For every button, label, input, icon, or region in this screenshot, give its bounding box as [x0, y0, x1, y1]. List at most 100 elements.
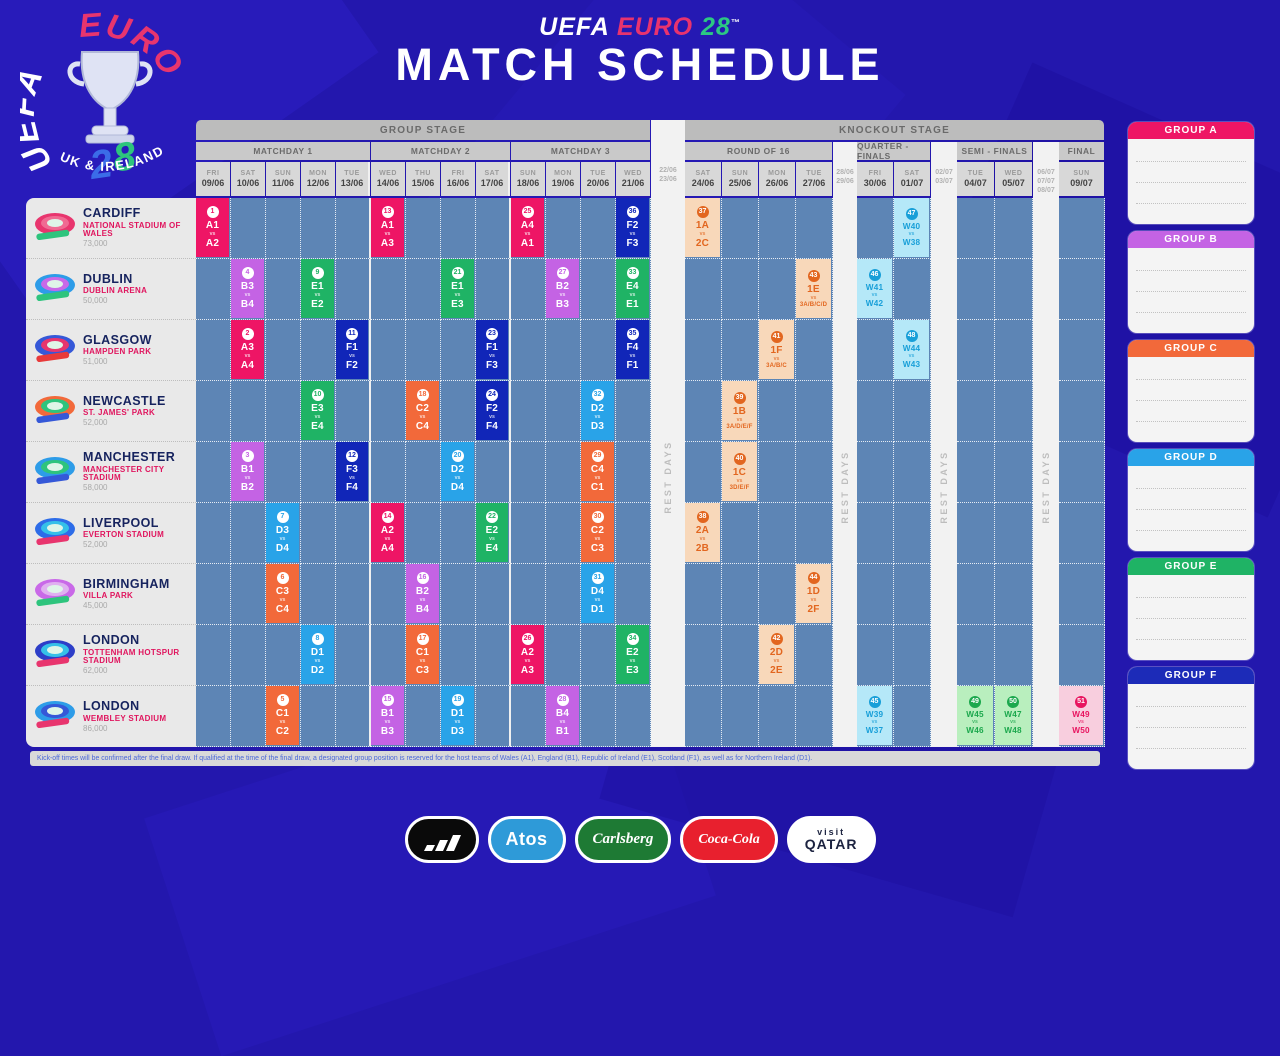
qatar-visit-text: visit — [817, 827, 846, 837]
day-label: WED — [1004, 169, 1023, 177]
home-code: F2 — [485, 403, 499, 414]
date-label: 19/06 — [551, 177, 575, 188]
grid-cell — [476, 198, 511, 259]
date-label: 26/06 — [765, 177, 789, 188]
match-cell: 16 B2 vs B4 — [406, 564, 439, 623]
day-label: FRI — [206, 169, 220, 177]
stadium-row: CARDIFF NATIONAL STADIUM OF WALES 73,000 — [26, 198, 196, 259]
grid-cell — [511, 259, 546, 320]
date-label: 25/06 — [728, 177, 752, 188]
group-card-body — [1128, 248, 1254, 333]
match-number: 14 — [381, 511, 394, 523]
match-number: 2 — [241, 328, 254, 340]
sponsor-atos: Atos — [487, 816, 566, 863]
home-code: F4 — [626, 342, 639, 353]
grid-cell — [266, 259, 301, 320]
match-number: 20 — [451, 450, 464, 462]
grid-cell — [196, 320, 231, 381]
date-label: 13/06 — [340, 177, 364, 188]
grid-cell: 45 W39 vs W37 — [857, 686, 894, 747]
match-number: 1 — [206, 206, 219, 218]
grid-cell — [231, 198, 266, 259]
day-label: WED — [624, 169, 642, 177]
day-label: MON — [768, 169, 786, 177]
grid-cell — [1059, 198, 1105, 259]
grid-cell: 4 B3 vs B4 — [231, 259, 266, 320]
capacity-label: 52,000 — [83, 540, 108, 550]
stadium-icon — [33, 331, 77, 370]
away-code: F3 — [626, 238, 639, 249]
home-code: D2 — [450, 464, 465, 475]
vs-label: vs — [314, 292, 321, 298]
vs-label: vs — [524, 231, 531, 237]
home-code: E4 — [626, 281, 639, 292]
grid-cell — [894, 259, 931, 320]
vs-label: vs — [773, 658, 780, 664]
grid-cell — [796, 442, 833, 503]
grid-cell — [796, 686, 833, 747]
grid-cell — [476, 686, 511, 747]
group-team-line — [1136, 510, 1246, 531]
grid-cell — [196, 381, 231, 442]
date-cell: TUE 27/06 — [796, 162, 832, 196]
vs-label: vs — [489, 414, 495, 420]
stadium-icon — [33, 209, 77, 248]
home-code: B2 — [415, 586, 430, 597]
grid-cell: 43 1E vs 3A/B/C/D — [796, 259, 833, 320]
group-card-body — [1128, 684, 1254, 769]
away-code: E4 — [485, 543, 499, 554]
match-number: 26 — [521, 633, 534, 645]
match-number: 36 — [626, 206, 639, 218]
round-of-16-header: ROUND OF 16 — [685, 142, 832, 160]
match-number: 17 — [416, 633, 429, 645]
away-code: F4 — [345, 482, 359, 493]
grid-cell: 16 B2 vs B4 — [406, 564, 441, 625]
stadium-icon — [33, 575, 77, 614]
group-team-line — [1136, 468, 1246, 489]
logo-28: 28 — [701, 13, 731, 41]
grid-cell — [546, 503, 581, 564]
group-card-header: GROUP C — [1128, 340, 1254, 357]
match-number: 19 — [451, 694, 464, 706]
grid-cell — [546, 381, 581, 442]
grid-cell — [796, 381, 833, 442]
grid-cell — [685, 686, 722, 747]
away-code: C4 — [415, 421, 430, 432]
grid-cell — [722, 320, 759, 381]
match-cell: 47 W40 vs W38 — [894, 198, 929, 257]
grid-cell — [476, 625, 511, 686]
grid-cell: 33 E4 vs E1 — [616, 259, 651, 320]
grid-cell — [957, 564, 995, 625]
date-cell: SAT 10/06 — [231, 162, 265, 196]
date-cell: SUN 18/06 — [511, 162, 545, 196]
trademark-symbol: ™ — [730, 17, 741, 28]
capacity-label: 58,000 — [83, 483, 108, 493]
vs-label: vs — [419, 414, 426, 420]
rest-days-column: 28/06 29/06 REST DAYS — [833, 142, 857, 747]
home-code: A1 — [380, 220, 395, 231]
match-number: 27 — [556, 267, 569, 279]
date-cell: TUE 04/07 — [957, 162, 994, 196]
match-number: 21 — [451, 267, 464, 279]
away-code: E2 — [311, 299, 324, 310]
day-label: SAT — [484, 169, 500, 177]
matchday2-header: MATCHDAY 2 — [371, 142, 510, 160]
grid-cell — [685, 320, 722, 381]
grid-cell — [581, 259, 616, 320]
grid-cell — [336, 625, 371, 686]
grid-cell — [476, 564, 511, 625]
vs-label: vs — [384, 719, 391, 725]
grid-cell: 5 C1 vs C2 — [266, 686, 301, 747]
home-code: D1 — [450, 708, 465, 719]
away-code: F1 — [626, 360, 639, 371]
capacity-label: 45,000 — [83, 601, 108, 611]
home-code: W44 — [902, 344, 921, 353]
away-code: 2C — [695, 238, 710, 249]
match-number: 49 — [969, 696, 981, 708]
match-number: 31 — [591, 572, 604, 584]
grid-cell: 51 W49 vs W50 — [1059, 686, 1105, 747]
vs-label: vs — [244, 475, 251, 481]
vs-label: vs — [489, 353, 495, 359]
grid-cell — [722, 564, 759, 625]
match-number: 29 — [591, 450, 604, 462]
